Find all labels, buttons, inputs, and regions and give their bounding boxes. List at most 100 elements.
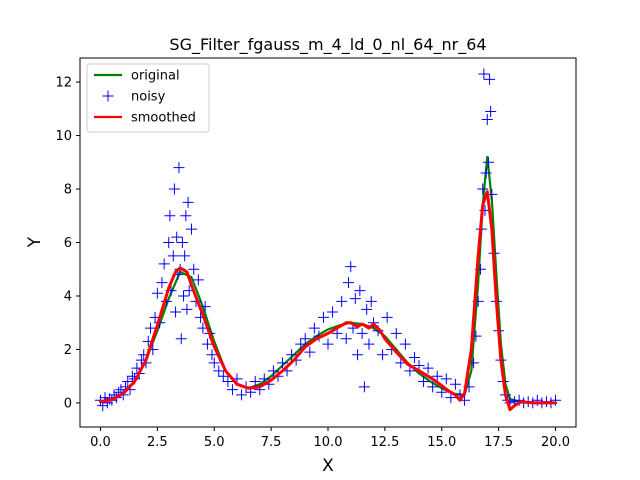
noisy-point [345,261,357,273]
legend-box [86,63,210,133]
noisy-point [145,322,157,334]
y-tick-label: 2 [64,343,72,358]
noisy-point [436,386,448,398]
noisy-point [340,333,352,345]
x-tick-label: 20.0 [541,435,570,450]
legend-label: noisy [131,90,166,105]
y-axis: 0 2 4 6 8 10 12 [55,76,80,411]
noisy-point [175,333,187,345]
noisy-point [217,370,229,382]
noisy-point [481,114,493,125]
noisy-point [182,196,194,208]
noisy-point [322,338,334,350]
noisy-point [308,322,320,334]
noisy-point [390,327,402,339]
noisy-point [156,277,168,289]
noisy-point [482,156,494,168]
noisy-point [199,301,211,313]
noisy-point [358,381,370,393]
noisy-point [167,250,179,262]
noisy-point [171,231,183,243]
legend-label: original [131,69,180,84]
noisy-point [356,327,368,339]
noisy-point [485,105,497,117]
noisy-point [422,362,434,374]
noisy-point [478,68,490,80]
noisy-point [361,303,373,315]
noisy-point [327,306,339,318]
y-tick-label: 6 [64,236,72,251]
noisy-point [317,311,329,323]
noisy-point [352,349,364,361]
noisy-point [484,73,496,85]
x-tick-label: 2.5 [147,435,168,450]
noisy-point [342,277,354,289]
noisy-point [418,376,430,388]
x-tick-label: 10.0 [314,435,343,450]
noisy-point [213,365,225,377]
noisy-point [363,338,375,350]
noisy-point [295,338,307,350]
x-tick-label: 5.0 [204,435,225,450]
noisy-point [201,338,213,350]
legend-item-smoothed: smoothed [94,111,196,126]
y-axis-label: Y [25,236,45,248]
noisy-point [399,338,411,350]
noisy-point [192,274,204,286]
y-tick-label: 10 [55,129,72,144]
y-tick-label: 4 [64,289,72,304]
x-tick-label: 15.0 [427,435,456,450]
x-axis: 0.0 2.5 5.0 7.5 10.0 12.5 15.0 17.5 20.0 [90,427,570,450]
y-tick-label: 12 [55,76,72,91]
noisy-point [170,306,182,318]
noisy-point [427,381,439,393]
series-original [99,155,557,405]
noisy-point [178,290,190,302]
x-tick-label: 17.5 [484,435,513,450]
x-axis-label: X [322,456,334,476]
legend-item-noisy: noisy [102,90,166,105]
noisy-point [336,295,348,307]
noisy-point [222,376,234,388]
x-tick-label: 12.5 [370,435,399,450]
noisy-point [176,237,188,248]
y-tick-label: 0 [64,396,72,411]
x-tick-label: 0.0 [90,435,111,450]
x-tick-label: 7.5 [261,435,282,450]
noisy-point [381,311,393,323]
noisy-point [226,384,238,396]
noisy-point [267,365,279,377]
noisy-point [408,351,420,363]
noisy-point [208,357,220,369]
noisy-point [180,210,192,222]
noisy-point [377,349,389,361]
noisy-point [480,167,492,179]
original-line [99,155,557,405]
noisy-point [349,293,361,305]
noisy-point [365,295,377,307]
noisy-point [122,376,134,388]
y-tick-label: 8 [64,183,72,198]
noisy-point [440,373,452,385]
noisy-point [354,285,366,297]
noisy-point [179,250,191,262]
noisy-point [477,183,489,195]
noisy-point [276,357,288,369]
noisy-point [299,333,311,345]
noisy-point [431,370,443,382]
noisy-point [304,346,316,358]
noisy-point [168,183,180,195]
noisy-point [188,263,200,275]
noisy-point [206,349,218,361]
noisy-point [286,349,298,361]
series-smoothed [98,190,558,412]
noisy-point [164,210,176,222]
noisy-point [249,376,261,388]
noisy-point [163,237,175,248]
noisy-point [181,303,193,315]
legend-item-original: original [94,69,180,84]
noisy-point [158,258,170,270]
noisy-point [449,378,461,390]
legend-marker [102,90,114,102]
